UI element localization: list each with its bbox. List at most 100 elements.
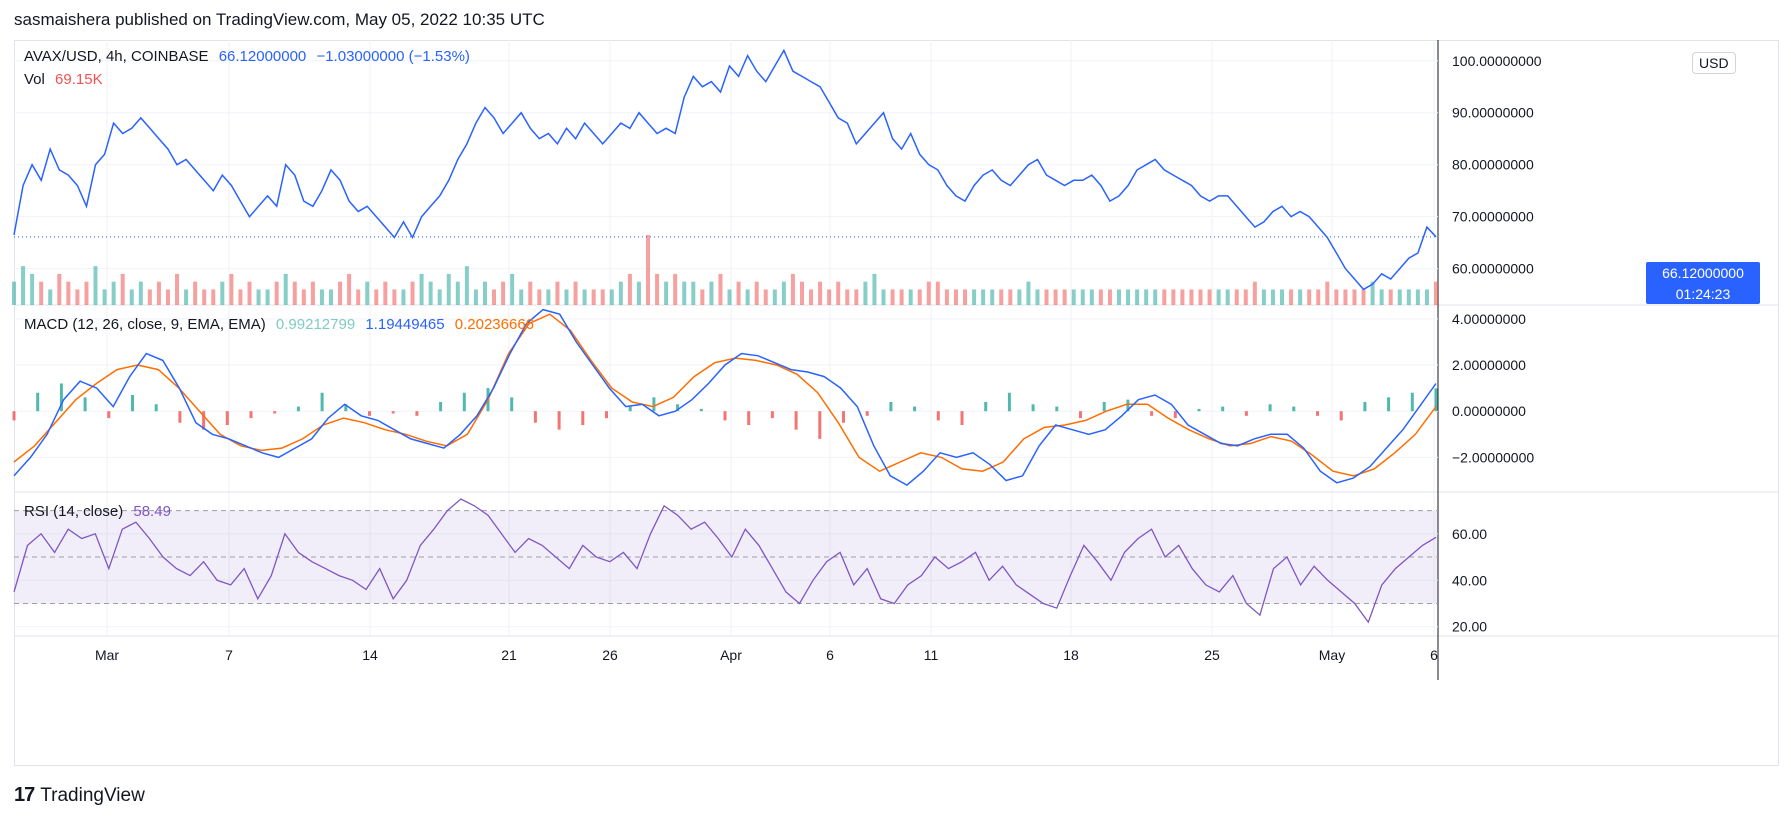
volume-bar — [202, 289, 207, 305]
volume-bar — [781, 281, 786, 305]
volume-bar — [501, 281, 506, 305]
volume-bar — [356, 289, 361, 305]
volume-bar — [1270, 289, 1275, 305]
volume-bar — [30, 273, 35, 305]
volume-bar — [319, 289, 324, 305]
volume-bar — [1234, 289, 1239, 305]
volume-bar — [1225, 289, 1230, 305]
macd-histogram-bar — [225, 411, 229, 426]
x-tick-label: 14 — [362, 647, 378, 663]
volume-bar — [220, 281, 225, 305]
volume-bar — [347, 273, 352, 305]
volume-bar — [1035, 289, 1040, 305]
volume-bar — [691, 281, 696, 305]
volume-bar — [1406, 289, 1411, 305]
macd-histogram-bar — [676, 404, 680, 412]
y-tick-label: 60.00 — [1452, 526, 1487, 542]
volume-bar — [1098, 289, 1103, 305]
price-series-line — [13, 48, 1437, 291]
volume-bar — [492, 289, 497, 305]
volume-bar — [673, 273, 678, 305]
y-tick-label: 60.00000000 — [1452, 261, 1534, 277]
volume-bar — [1334, 289, 1339, 305]
publisher-header: sasmaishera published on TradingView.com… — [14, 10, 545, 29]
volume-bar — [990, 289, 995, 305]
macd-histogram-bar — [107, 411, 111, 419]
volume-bar — [953, 289, 958, 305]
volume-bar — [1379, 289, 1384, 305]
macd-histogram-bar — [1031, 404, 1035, 412]
volume-bar — [193, 281, 198, 305]
volume-bar — [1361, 289, 1366, 305]
rsi-label[interactable]: RSI (14, close) — [24, 503, 124, 520]
macd-histogram-bar — [178, 411, 182, 423]
x-tick-label: 21 — [501, 647, 517, 663]
volume-bar — [1107, 289, 1112, 305]
volume-bar — [627, 273, 632, 305]
volume-bar — [57, 273, 62, 305]
macd-histogram-bar — [344, 404, 348, 412]
volume-bar — [1153, 289, 1158, 305]
volume-bar — [935, 281, 940, 305]
volume-bar — [147, 289, 152, 305]
macd-histogram-bar — [1434, 388, 1438, 412]
volume-bar — [419, 273, 424, 305]
volume-bar — [310, 281, 315, 305]
volume-bar — [1352, 289, 1357, 305]
volume-bar — [1080, 289, 1085, 305]
volume-bar — [963, 289, 968, 305]
macd-histogram-bar — [1292, 406, 1296, 412]
volume-label[interactable]: Vol — [24, 71, 45, 88]
volume-bar — [709, 281, 714, 305]
volume-bar — [1434, 281, 1438, 305]
volume-bar — [39, 281, 44, 305]
volume-bar — [1280, 289, 1285, 305]
price-change-label: −1.03000000 (−1.53%) — [316, 48, 470, 65]
volume-bar — [1289, 289, 1294, 305]
currency-button[interactable]: USD — [1692, 52, 1736, 74]
volume-bar — [1062, 289, 1067, 305]
volume-bar — [972, 289, 977, 305]
last-price-tag: 66.12000000 01:24:23 — [1646, 262, 1760, 304]
volume-bar — [1198, 289, 1203, 305]
macd-histogram-bar — [747, 411, 751, 426]
volume-bar — [600, 289, 605, 305]
macd-histogram-bar — [1410, 392, 1414, 412]
volume-bar — [428, 281, 433, 305]
macd-histogram-bar — [415, 411, 419, 416]
volume-bar — [446, 273, 451, 305]
volume-bar — [564, 289, 569, 305]
volume-bar — [700, 289, 705, 305]
volume-bar — [84, 281, 89, 305]
volume-bar — [329, 289, 334, 305]
macd-label[interactable]: MACD (12, 26, close, 9, EMA, EMA) — [24, 316, 266, 333]
volume-bar — [1216, 289, 1221, 305]
macd-histogram-bar — [59, 383, 63, 412]
macd-histogram-bar — [794, 411, 798, 430]
macd-signal-value: 0.20236666 — [454, 316, 535, 333]
volume-bar — [772, 289, 777, 305]
y-tick-label: 70.00000000 — [1452, 209, 1534, 225]
volume-bar — [184, 289, 189, 305]
volume-bar — [1252, 281, 1257, 305]
macd-histogram-bar — [368, 411, 371, 416]
volume-bar — [138, 281, 143, 305]
countdown-value: 01:24:23 — [1675, 286, 1731, 302]
volume-bar — [1316, 289, 1321, 305]
volume-bar — [410, 281, 415, 305]
volume-bar — [1116, 289, 1121, 305]
volume-bar — [754, 281, 759, 305]
y-tick-label: 4.00000000 — [1452, 311, 1526, 327]
volume-bar — [482, 281, 487, 305]
volume-bar — [129, 289, 134, 305]
volume-bar — [845, 289, 850, 305]
x-tick-label: Mar — [95, 647, 119, 663]
volume-bar — [863, 281, 868, 305]
volume-bar — [1298, 289, 1303, 305]
macd-histogram-bar — [652, 397, 656, 412]
y-tick-label: 20.00 — [1452, 619, 1487, 635]
symbol-label[interactable]: AVAX/USD, 4h, COINBASE — [24, 48, 209, 65]
tradingview-logo[interactable]: 17 TradingView — [14, 784, 145, 807]
volume-bar — [646, 235, 651, 305]
